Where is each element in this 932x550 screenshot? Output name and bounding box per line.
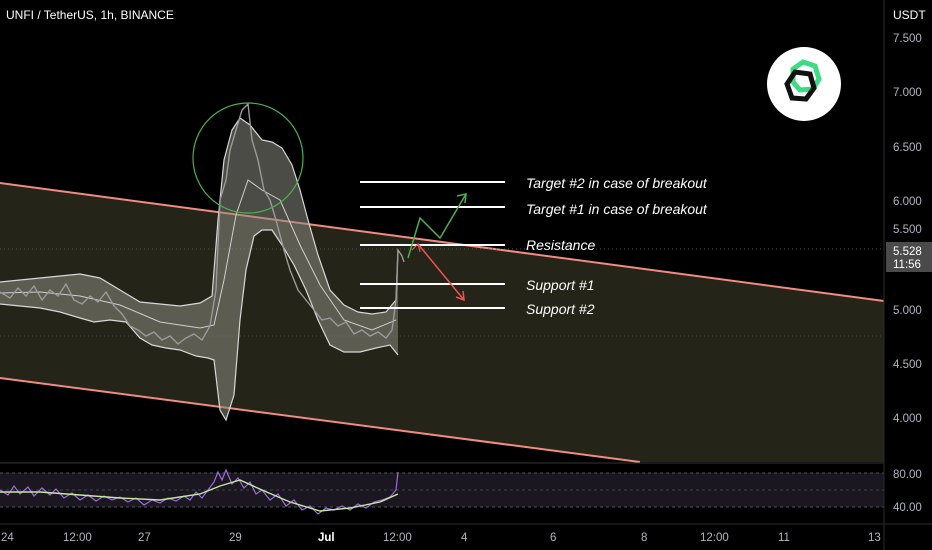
symbol-header: UNFI / TetherUS, 1h, BINANCE (6, 8, 174, 22)
rsi-band (0, 473, 884, 507)
time-tick-1200a: 12:00 (63, 532, 92, 544)
price-tick-5000: 5.000 (893, 305, 922, 317)
brand-logo (767, 47, 841, 121)
time-tick-8: 8 (641, 532, 647, 544)
bearish-start-arrowhead (411, 242, 421, 253)
price-tick-4500: 4.500 (893, 359, 922, 371)
price-axis[interactable]: USDT 7.500 7.000 6.500 6.000 5.500 5.000… (883, 0, 932, 550)
bearish-arrowhead (455, 290, 465, 302)
bands-middle-line (0, 179, 397, 331)
time-tick-29: 29 (229, 532, 242, 544)
price-tick-6500: 6.500 (893, 142, 922, 154)
bullish-projection-arrow (407, 193, 467, 259)
bands-area (0, 118, 398, 420)
target2-label: Target #2 in case of breakout (526, 175, 708, 191)
bearish-projection-arrow (417, 243, 465, 301)
current-price-tag (886, 242, 932, 272)
support2-label: Support #2 (526, 301, 595, 317)
main-pane: Target #2 in case of breakout Target #1 … (0, 8, 885, 463)
target1-label: Target #1 in case of breakout (526, 201, 708, 217)
time-tick-jul: Jul (318, 532, 335, 544)
rsi-ma-line (0, 479, 399, 512)
time-tick-24: 24 (1, 532, 14, 544)
bullish-arrowhead (456, 193, 467, 204)
bands-lower-line (0, 229, 399, 422)
support1-label: Support #1 (526, 277, 595, 293)
price-tick-5500: 5.500 (893, 224, 922, 236)
rsi-pane (0, 468, 884, 515)
rsi-tick-40: 40.00 (893, 502, 922, 514)
channel-lower-line (0, 377, 641, 463)
time-tick-11: 11 (778, 532, 790, 544)
price-tick-6000: 6.000 (893, 196, 922, 208)
candle-countdown: 11:56 (893, 259, 921, 271)
price-line (0, 102, 405, 345)
price-tick-4000: 4.000 (893, 413, 922, 425)
time-tick-4: 4 (461, 532, 468, 544)
time-tick-1200b: 12:00 (383, 532, 412, 544)
currency-label: USDT (893, 8, 926, 22)
time-axis[interactable]: 24 12:00 27 29 Jul 12:00 4 6 8 12:00 11 … (0, 523, 932, 544)
rsi-tick-80: 80.00 (893, 469, 922, 481)
price-tick-7500: 7.500 (893, 33, 922, 45)
time-tick-1200c: 12:00 (700, 532, 729, 544)
time-tick-27: 27 (138, 532, 151, 544)
channel-upper-line (0, 182, 885, 302)
current-price-value: 5.528 (893, 246, 922, 258)
time-tick-6: 6 (550, 532, 556, 544)
resistance-label: Resistance (526, 237, 595, 253)
time-tick-13: 13 (868, 532, 881, 544)
spike-highlight-circle (192, 102, 304, 214)
price-tick-7000: 7.000 (893, 87, 922, 99)
